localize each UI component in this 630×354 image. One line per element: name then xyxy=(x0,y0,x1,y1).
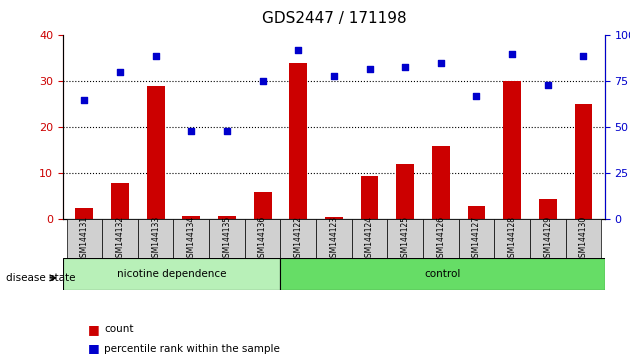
FancyBboxPatch shape xyxy=(173,219,209,258)
Text: GSM144135: GSM144135 xyxy=(222,216,231,262)
Text: GSM144130: GSM144130 xyxy=(579,216,588,262)
FancyBboxPatch shape xyxy=(423,219,459,258)
Bar xyxy=(111,183,129,219)
FancyBboxPatch shape xyxy=(280,258,605,290)
FancyBboxPatch shape xyxy=(63,258,280,290)
Point xyxy=(542,82,553,88)
Text: GSM144124: GSM144124 xyxy=(365,216,374,262)
Bar xyxy=(254,192,272,219)
Text: count: count xyxy=(104,324,134,334)
Text: GSM144126: GSM144126 xyxy=(437,216,445,262)
Text: GSM144131: GSM144131 xyxy=(80,216,89,262)
Text: ■: ■ xyxy=(88,323,100,336)
Point xyxy=(365,66,375,72)
Point xyxy=(578,53,588,58)
Bar xyxy=(183,216,200,219)
Text: GSM144125: GSM144125 xyxy=(401,216,410,262)
Bar xyxy=(325,217,343,219)
Point xyxy=(258,79,268,84)
Point xyxy=(115,69,125,75)
Bar xyxy=(503,81,521,219)
Point xyxy=(222,128,232,134)
FancyBboxPatch shape xyxy=(530,219,566,258)
FancyBboxPatch shape xyxy=(245,219,280,258)
FancyBboxPatch shape xyxy=(209,219,245,258)
Text: GSM144134: GSM144134 xyxy=(187,216,196,262)
Text: GSM144127: GSM144127 xyxy=(472,216,481,262)
Point xyxy=(436,60,446,66)
FancyBboxPatch shape xyxy=(67,219,102,258)
FancyBboxPatch shape xyxy=(495,219,530,258)
FancyBboxPatch shape xyxy=(459,219,495,258)
Text: disease state: disease state xyxy=(6,273,76,283)
Text: percentile rank within the sample: percentile rank within the sample xyxy=(104,344,280,354)
FancyBboxPatch shape xyxy=(566,219,601,258)
Text: control: control xyxy=(424,269,461,279)
Bar xyxy=(360,176,379,219)
Text: GSM144128: GSM144128 xyxy=(508,216,517,262)
Point xyxy=(293,47,303,53)
Point xyxy=(79,97,89,103)
Bar xyxy=(467,206,485,219)
Text: GSM144123: GSM144123 xyxy=(329,216,338,262)
Point xyxy=(507,51,517,57)
FancyBboxPatch shape xyxy=(387,219,423,258)
Text: GSM144133: GSM144133 xyxy=(151,216,160,262)
Bar xyxy=(218,216,236,219)
Point xyxy=(471,93,481,99)
Text: GSM144136: GSM144136 xyxy=(258,216,267,262)
FancyBboxPatch shape xyxy=(138,219,173,258)
Point xyxy=(400,64,410,69)
Text: GSM144129: GSM144129 xyxy=(543,216,553,262)
Point xyxy=(186,128,197,134)
Bar xyxy=(147,86,164,219)
Text: GSM144132: GSM144132 xyxy=(115,216,125,262)
Bar xyxy=(76,208,93,219)
Bar xyxy=(289,63,307,219)
Text: nicotine dependence: nicotine dependence xyxy=(117,269,226,279)
FancyBboxPatch shape xyxy=(316,219,352,258)
Text: ■: ■ xyxy=(88,342,100,354)
Bar xyxy=(432,146,450,219)
Text: GSM144122: GSM144122 xyxy=(294,216,303,262)
Bar xyxy=(575,104,592,219)
Bar xyxy=(396,164,414,219)
Bar xyxy=(539,199,557,219)
Point xyxy=(151,53,161,58)
Point xyxy=(329,73,339,79)
FancyBboxPatch shape xyxy=(352,219,387,258)
FancyBboxPatch shape xyxy=(280,219,316,258)
FancyBboxPatch shape xyxy=(102,219,138,258)
Text: GDS2447 / 171198: GDS2447 / 171198 xyxy=(261,11,406,25)
